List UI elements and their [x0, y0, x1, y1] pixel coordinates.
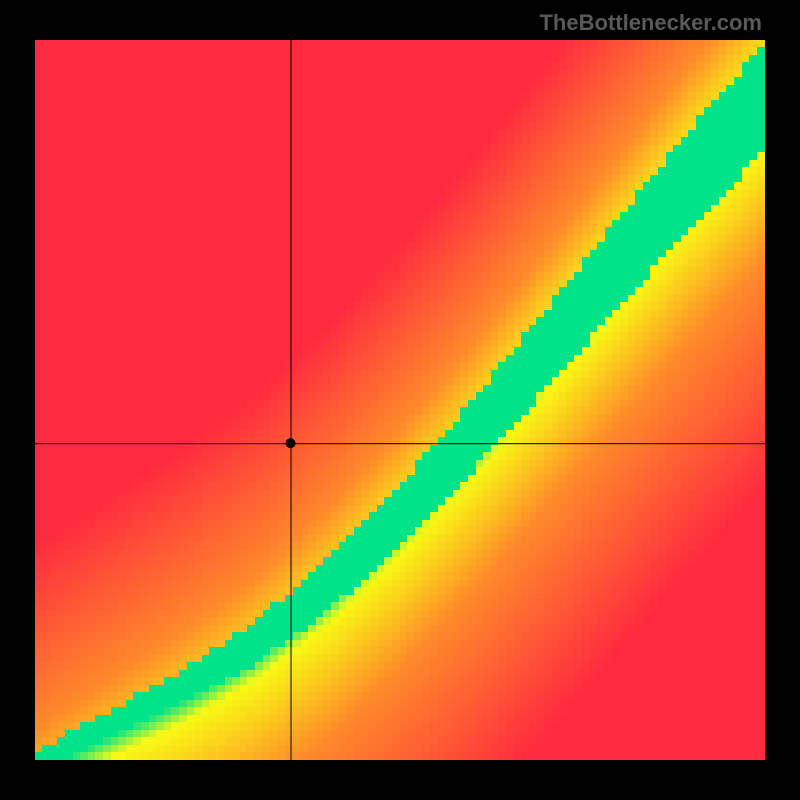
heatmap-canvas — [35, 40, 765, 760]
bottleneck-heatmap — [35, 40, 765, 760]
watermark-text: TheBottlenecker.com — [539, 10, 762, 36]
